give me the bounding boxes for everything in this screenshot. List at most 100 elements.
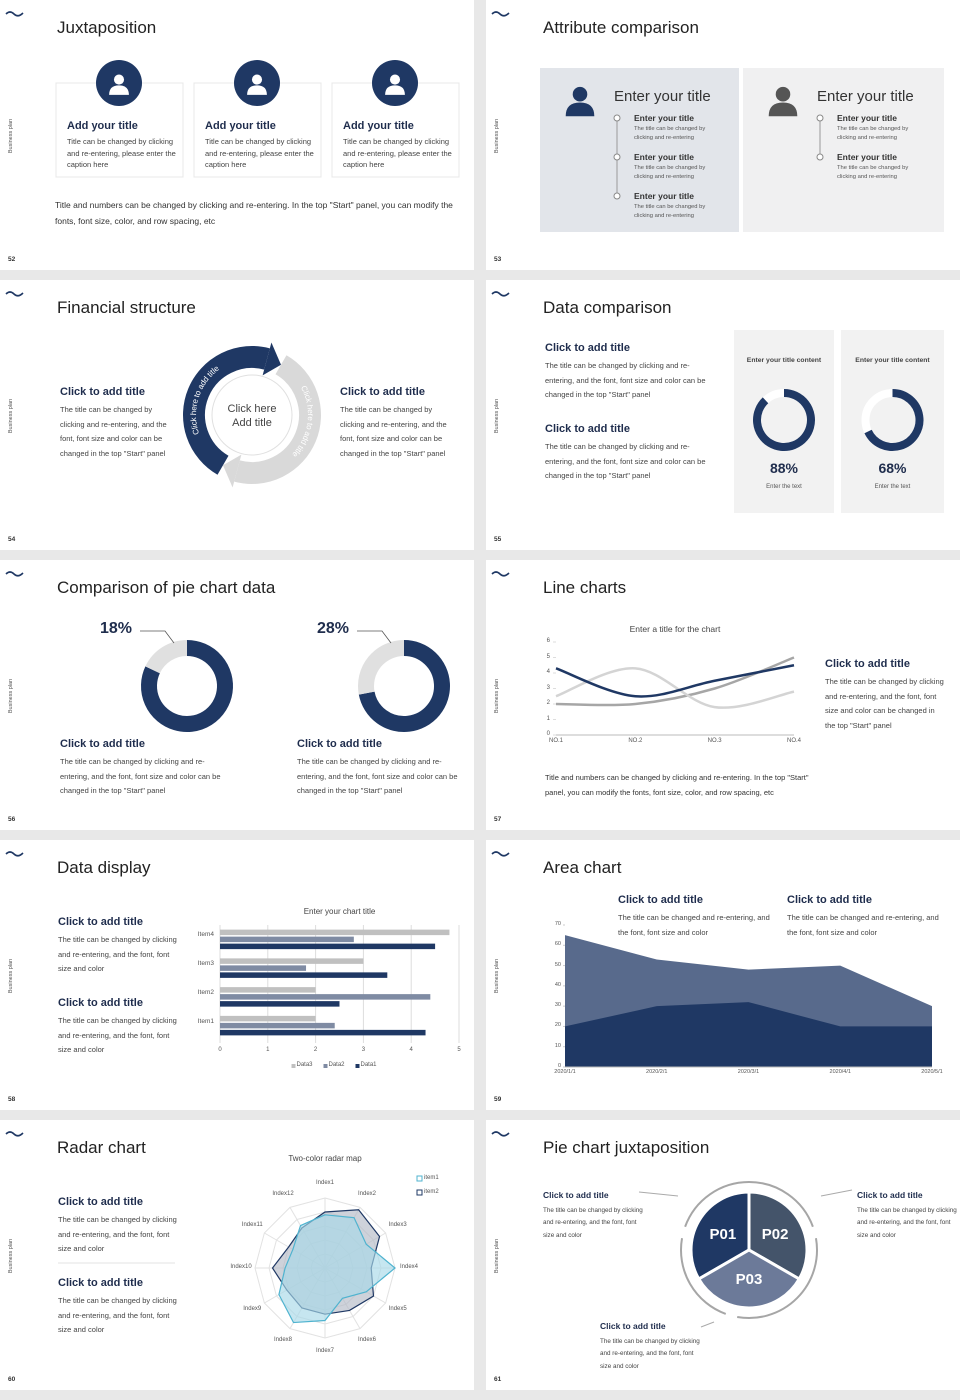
side-label: Business plan (494, 398, 500, 434)
legend-swatch (291, 1064, 296, 1068)
side-label: Business plan (494, 958, 500, 994)
y-tick-label: 70 (554, 921, 561, 927)
item-title: Enter your title (837, 152, 897, 162)
page-number: 56 (8, 816, 16, 823)
slide: Radar chart 60 Business plan Click to add t… (0, 1120, 474, 1390)
bar (220, 936, 354, 943)
timeline-dot (613, 114, 621, 122)
slide-graphics (491, 11, 944, 232)
slide: Click here to add title Click here to add… (0, 280, 474, 550)
block-title: Click to add title (600, 1321, 666, 1331)
y-tick-label: 4 (546, 669, 550, 675)
segment-label: P02 (761, 1225, 789, 1243)
block-title: Click to add title (297, 738, 382, 750)
slide-title: Financial structure (57, 298, 196, 317)
timeline-dot (816, 153, 824, 161)
card-title: Add your title (205, 120, 276, 132)
card-text: Title can be changed by clicking and re-… (343, 137, 452, 169)
icon (768, 102, 798, 117)
axis-label: Index5 (388, 1306, 407, 1312)
block-title: Click to add title (340, 386, 425, 398)
side-label: Business plan (8, 1238, 14, 1274)
icon (385, 85, 405, 95)
block-title: Click to add title (787, 894, 872, 906)
x-tick-label: 2020/2/1 (646, 1069, 668, 1075)
ring-arc (234, 355, 321, 484)
side-label: Business plan (8, 398, 14, 434)
slide-graphics (5, 571, 450, 732)
connector (638, 1191, 679, 1197)
value-label: 88% (769, 460, 799, 476)
block-text: The title can be changed by clicking and… (58, 1296, 177, 1334)
x-tick-label: 0 (218, 1047, 222, 1053)
bar (220, 972, 388, 978)
segment-label: P03 (735, 1271, 763, 1289)
slide-graphics (491, 851, 932, 1068)
x-tick-label: 3 (361, 1047, 366, 1053)
y-tick-label: Item1 (197, 1017, 214, 1025)
block-text: The title can be changed by clicking and… (58, 1016, 177, 1054)
donut-arc (358, 640, 450, 732)
block-title: Click to add title (857, 1190, 923, 1200)
block-text: The title can be changed by clicking and… (60, 405, 167, 458)
block-title: Click to add title (58, 1277, 143, 1289)
axis-label: Index4 (399, 1264, 418, 1270)
item-title: Enter your title (837, 113, 897, 123)
block-title: Click to add title (58, 1196, 143, 1208)
bar (220, 987, 316, 993)
slide-title: Radar chart (57, 1138, 146, 1157)
block-text: The title can be changed by clicking and… (825, 677, 944, 730)
slide-title: Data display (57, 858, 151, 877)
x-tick-label: NO.3 (707, 738, 722, 744)
donut-segment (145, 640, 188, 674)
legend-label: item2 (424, 1189, 439, 1195)
y-tick-label: 3 (546, 684, 550, 691)
footer-text: Title and numbers can be changed by clic… (55, 200, 453, 226)
y-tick-label: 0 (557, 1063, 561, 1069)
legend-swatch (416, 1189, 423, 1196)
legend-swatch (355, 1064, 360, 1068)
slide-title: Data comparison (543, 298, 672, 317)
axis-label: Index6 (357, 1336, 376, 1343)
x-tick-label: 4 (409, 1047, 413, 1053)
block-title: Click to add title (60, 386, 145, 398)
card-text: Title can be changed by clicking and re-… (67, 137, 176, 169)
slide-title: Attribute comparison (543, 18, 699, 37)
x-tick-label: 2020/5/1 (921, 1069, 943, 1075)
page-number: 53 (494, 256, 502, 263)
chart-title: Enter a title for the chart (629, 624, 721, 634)
legend-swatch (323, 1064, 328, 1068)
item-text: The title can be changed by clicking and… (634, 126, 706, 141)
y-tick-label: 10 (554, 1042, 561, 1049)
card-header: Enter your title content (746, 357, 822, 364)
icon (565, 102, 595, 117)
page-number: 57 (494, 816, 502, 823)
logo (491, 571, 510, 577)
slide-graphics (491, 571, 795, 736)
card (734, 330, 834, 513)
x-tick-label: NO.1 (548, 738, 563, 744)
line-series (555, 667, 795, 709)
block-text: The title can be changed by clicking and… (297, 757, 458, 795)
block-text: The title can be changed by clicking and… (58, 935, 177, 973)
line-series (555, 664, 795, 698)
caption: Enter the text (766, 484, 802, 490)
donut-arc (141, 640, 233, 732)
page-number: 58 (8, 1096, 16, 1103)
block-text: The title can be changed by clicking and… (857, 1206, 957, 1239)
card-header: Enter your title content (855, 357, 930, 364)
icon (775, 86, 791, 102)
y-tick-label: 0 (546, 731, 550, 737)
page-number: 59 (494, 1096, 502, 1103)
x-tick-label: 2020/4/1 (829, 1069, 851, 1075)
block-title: Click to add title (58, 997, 143, 1009)
slide-graphics (5, 11, 460, 178)
panel-title: Enter your title (614, 88, 711, 105)
icon (389, 74, 401, 85)
block-title: Click to add title (825, 658, 910, 670)
slide-title: Pie chart juxtaposition (543, 1138, 710, 1157)
item-text: The title can be changed by clicking and… (634, 204, 706, 219)
block-text: The title can be changed and re-entering… (618, 913, 770, 937)
